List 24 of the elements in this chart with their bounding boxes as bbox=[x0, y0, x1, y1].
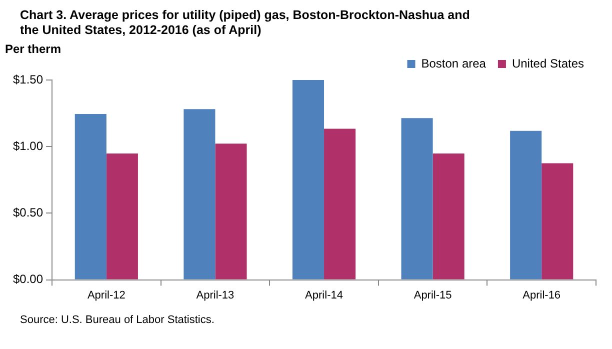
bar bbox=[74, 114, 106, 280]
bar bbox=[324, 128, 356, 280]
x-tick-label: April-15 bbox=[414, 289, 452, 302]
x-tick-label: April-14 bbox=[305, 289, 343, 302]
bar bbox=[106, 154, 138, 280]
x-tick-label: April-16 bbox=[522, 289, 561, 302]
chart-title: Chart 3. Average prices for utility (piped) gas, Boston-Brockton-Nashua and the United States, 2012-2016 (as of April) bbox=[20, 8, 471, 38]
y-tick-label: $1.50 bbox=[13, 72, 44, 86]
bar bbox=[542, 163, 574, 280]
y-tick-label: $0.00 bbox=[13, 272, 44, 286]
source-note: Source: U.S. Bureau of Labor Statistics. bbox=[20, 314, 214, 326]
y-tick-label: $0.50 bbox=[13, 206, 44, 220]
y-axis-title: Per therm bbox=[5, 42, 62, 56]
legend-label: United States bbox=[512, 56, 584, 70]
y-tick-label: $1.00 bbox=[13, 138, 44, 153]
x-tick-label: April-12 bbox=[87, 289, 126, 302]
legend-label: Boston area bbox=[421, 56, 486, 70]
bar bbox=[292, 80, 324, 280]
bar bbox=[184, 109, 216, 280]
bar bbox=[215, 144, 247, 280]
bar bbox=[432, 154, 464, 280]
bar bbox=[510, 130, 542, 280]
x-tick-label: April-13 bbox=[196, 289, 234, 302]
bar bbox=[401, 118, 433, 280]
